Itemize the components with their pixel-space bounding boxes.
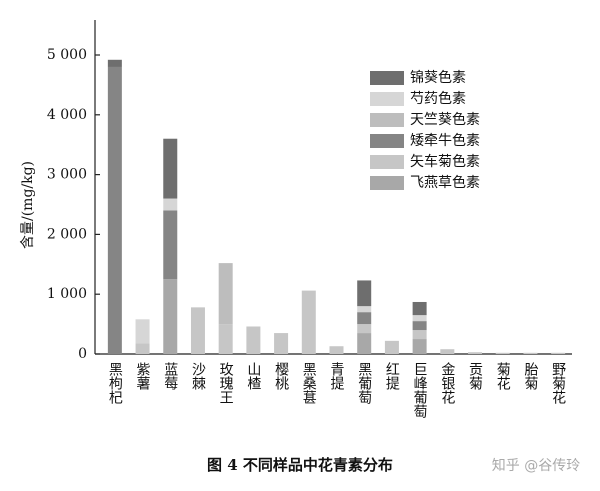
bar-segment: [412, 301, 427, 316]
bar-segment: [468, 352, 483, 354]
y-tick-label: 3 000: [47, 167, 87, 183]
x-tick-label: 巨峰葡萄: [412, 362, 428, 419]
x-tick-label: 青提: [329, 362, 345, 391]
legend-label: 矢车菊色素: [410, 153, 480, 170]
bar-segment: [246, 326, 261, 354]
bar-segment: [163, 138, 178, 199]
y-axis-label: 含量/(mg/kg): [20, 161, 36, 249]
x-tick-label: 红提: [384, 362, 400, 391]
legend-label: 矮牵牛色素: [410, 132, 480, 149]
bar-segment: [107, 59, 122, 67]
bar-segment: [329, 346, 344, 354]
bar-segment: [274, 333, 289, 354]
legend-label: 锦葵色素: [410, 69, 466, 86]
legend-swatch: [370, 113, 404, 127]
legend-label: 天竺葵色素: [410, 111, 480, 128]
bar-segment: [412, 339, 427, 354]
y-tick-label: 0: [78, 346, 87, 362]
x-tick-label: 贡菊: [467, 362, 483, 390]
x-tick-label: 金银花: [439, 362, 455, 405]
bar-segment: [107, 66, 122, 355]
bar-segment: [163, 210, 178, 280]
bar-segment: [218, 263, 233, 325]
legend-swatch: [370, 92, 404, 106]
y-tick-label: 1 000: [47, 286, 87, 302]
x-tick-label: 胎菊: [522, 362, 538, 390]
bar-segment: [412, 330, 427, 340]
bar-segment: [301, 290, 316, 354]
x-tick-label: 野菊花: [550, 362, 566, 405]
bar-segment: [357, 324, 372, 334]
bar-segment: [163, 279, 178, 354]
bar-segment: [357, 333, 372, 354]
bar-segment: [495, 352, 510, 354]
bar-segment: [357, 280, 372, 307]
bar-segment: [384, 340, 399, 354]
watermark: 知乎 @谷传玲: [492, 457, 580, 474]
x-tick-label: 蓝莓: [162, 362, 178, 390]
y-tick-label: 2 000: [47, 226, 87, 242]
x-tick-label: 菊花: [495, 362, 511, 391]
bar-segment: [135, 343, 150, 354]
bar-segment: [551, 352, 566, 354]
legend-label: 芍药色素: [410, 90, 466, 107]
bar-segment: [523, 352, 538, 354]
y-tick-label: 4 000: [47, 107, 87, 123]
bar-segment: [218, 324, 233, 354]
bar-segment: [190, 307, 205, 354]
bar-segment: [412, 315, 427, 322]
x-tick-label: 沙棘: [190, 362, 206, 390]
bar-segment: [135, 319, 150, 344]
x-tick-label: 樱桃: [273, 361, 289, 391]
x-tick-label: 玫瑰王: [218, 362, 234, 404]
bar-segment: [412, 321, 427, 331]
x-tick-label: 山楂: [245, 362, 261, 390]
legend-swatch: [370, 134, 404, 148]
legend-swatch: [370, 71, 404, 85]
bar-segment: [357, 306, 372, 313]
legend-label: 飞燕草色素: [410, 174, 480, 191]
x-tick-label: 黑桑葚: [301, 362, 317, 404]
bar-segment: [357, 312, 372, 325]
caption: 图 4 不同样品中花青素分布: [207, 456, 393, 474]
x-tick-label: 黑葡萄: [356, 362, 372, 405]
bar-segment: [440, 349, 455, 354]
legend-swatch: [370, 176, 404, 190]
y-tick-label: 5 000: [47, 47, 87, 63]
x-tick-label: 紫薯: [135, 362, 151, 391]
x-tick-label: 黑枸杞: [107, 362, 123, 405]
legend-swatch: [370, 155, 404, 169]
bar-segment: [163, 198, 178, 211]
